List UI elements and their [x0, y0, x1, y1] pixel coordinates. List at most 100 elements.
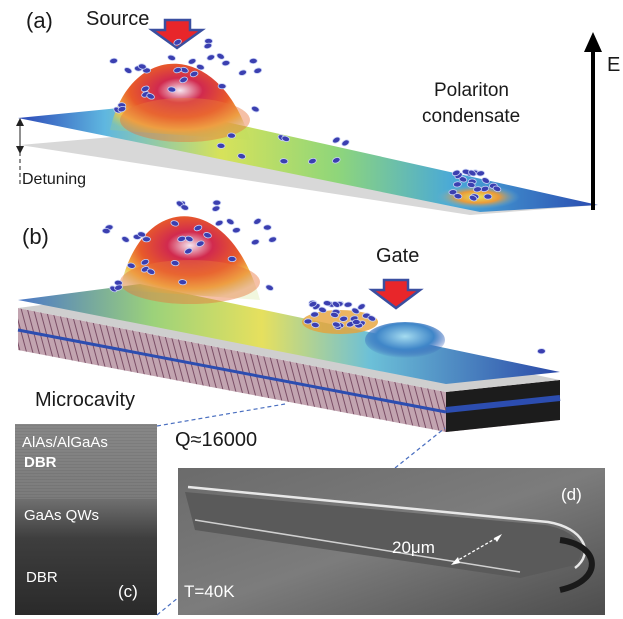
polariton-particle — [109, 57, 118, 64]
gate-arrow — [368, 278, 424, 310]
polariton-particle — [332, 321, 341, 328]
polariton-particle — [253, 218, 262, 225]
polariton-particle — [332, 157, 341, 164]
polariton-particle — [216, 142, 226, 149]
polariton-particle — [473, 186, 482, 193]
panel-a: (a) Source Polariton condensate Detuning… — [16, 8, 620, 215]
polariton-particle — [196, 63, 205, 71]
polariton-particle — [367, 315, 377, 322]
polariton-particle — [263, 224, 272, 231]
polariton-particle — [170, 260, 180, 267]
microcavity-slab-side — [18, 308, 560, 432]
polariton-particle — [117, 105, 127, 113]
polariton-particle — [537, 348, 546, 355]
polariton-particle — [193, 224, 203, 232]
polariton-particle — [238, 69, 247, 76]
polariton-particle — [167, 86, 177, 93]
polariton-particle — [308, 301, 318, 308]
polariton-particle — [211, 205, 221, 212]
polariton-particle — [189, 70, 199, 78]
polariton-particle — [167, 54, 176, 61]
potential-sheet-b — [18, 284, 560, 384]
polariton-particle — [453, 181, 462, 188]
polariton-particle — [310, 311, 319, 318]
panel-b: (b) Gate Microcavity Q≈16000 — [17, 199, 561, 616]
polariton-particle — [253, 67, 263, 74]
polariton-particle — [339, 315, 348, 322]
polariton-particle — [137, 231, 146, 238]
gate-label: Gate — [376, 245, 419, 267]
polariton-particle — [170, 220, 180, 227]
source-hump-a — [110, 63, 250, 140]
polariton-particle — [227, 255, 237, 263]
polariton-particle — [221, 60, 231, 67]
polariton-particle — [232, 227, 241, 234]
detuning-label: Detuning — [22, 171, 86, 188]
polariton-particle — [476, 170, 485, 177]
polariton-particle — [466, 181, 476, 188]
polariton-particle — [142, 236, 151, 243]
polariton-particle — [281, 135, 290, 142]
polariton-particle — [250, 238, 260, 246]
polariton-particle — [146, 93, 155, 100]
particles-a — [109, 38, 502, 202]
temperature-label: T=40K — [184, 582, 235, 601]
width-label: 20μm — [392, 538, 435, 557]
polariton-particle — [177, 235, 186, 243]
polariton-particle — [451, 169, 461, 177]
polariton-particle — [187, 58, 197, 65]
polariton-particle — [178, 279, 187, 286]
polariton-particle — [206, 54, 216, 61]
polariton-particle — [343, 301, 353, 308]
polariton-particle — [265, 284, 274, 291]
polariton-particle — [322, 300, 332, 307]
polariton-particle — [212, 199, 222, 206]
polariton-particle — [126, 262, 136, 269]
polariton-particle — [331, 301, 341, 308]
polariton-particle — [492, 185, 502, 193]
polariton-particle — [226, 218, 235, 226]
polariton-particle — [216, 52, 225, 60]
polariton-particle — [279, 158, 289, 165]
polariton-particle — [308, 157, 317, 165]
polariton-particle — [179, 76, 188, 84]
layer-middle: GaAs QWs — [24, 507, 99, 524]
polariton-particle — [137, 63, 147, 70]
polariton-particle — [173, 66, 182, 74]
gate-bump — [365, 322, 445, 358]
layer-top-line2: DBR — [24, 454, 57, 471]
polariton-particle — [140, 258, 150, 266]
polariton-particle — [303, 318, 313, 325]
panel-d-label: (d) — [561, 485, 582, 504]
polariton-particle — [123, 67, 133, 74]
polariton-particle — [227, 132, 236, 139]
polariton-particle — [101, 227, 111, 235]
polariton-particle — [468, 169, 477, 177]
polariton-particle — [217, 83, 227, 90]
panel-c: AlAs/AlGaAs DBR GaAs QWs DBR (c) — [15, 424, 157, 615]
layer-top-line1: AlAs/AlGaAs — [22, 434, 108, 451]
polariton-particle — [173, 38, 182, 46]
polariton-particle — [318, 306, 327, 314]
polariton-particle — [121, 236, 130, 243]
polariton-particle — [196, 240, 205, 247]
polariton-particle — [203, 42, 213, 50]
polariton-particle — [251, 105, 260, 113]
source-label: Source — [86, 8, 149, 30]
source-hump-b — [120, 216, 260, 300]
polariton-particle — [483, 193, 493, 200]
polariton-particle — [357, 303, 366, 311]
polariton-particle — [184, 247, 193, 255]
polariton-particle — [248, 57, 258, 65]
polariton-particle — [351, 319, 361, 326]
particles-b — [101, 199, 546, 355]
polariton-particle — [146, 268, 156, 275]
microcavity-label: Microcavity — [35, 389, 135, 411]
polariton-particle — [468, 194, 478, 202]
polariton-particle — [214, 219, 224, 227]
polariton-particle — [332, 136, 341, 144]
panel-c-label: (c) — [118, 582, 138, 601]
panel-b-label: (b) — [22, 224, 49, 249]
quality-factor: Q≈16000 — [175, 429, 257, 451]
